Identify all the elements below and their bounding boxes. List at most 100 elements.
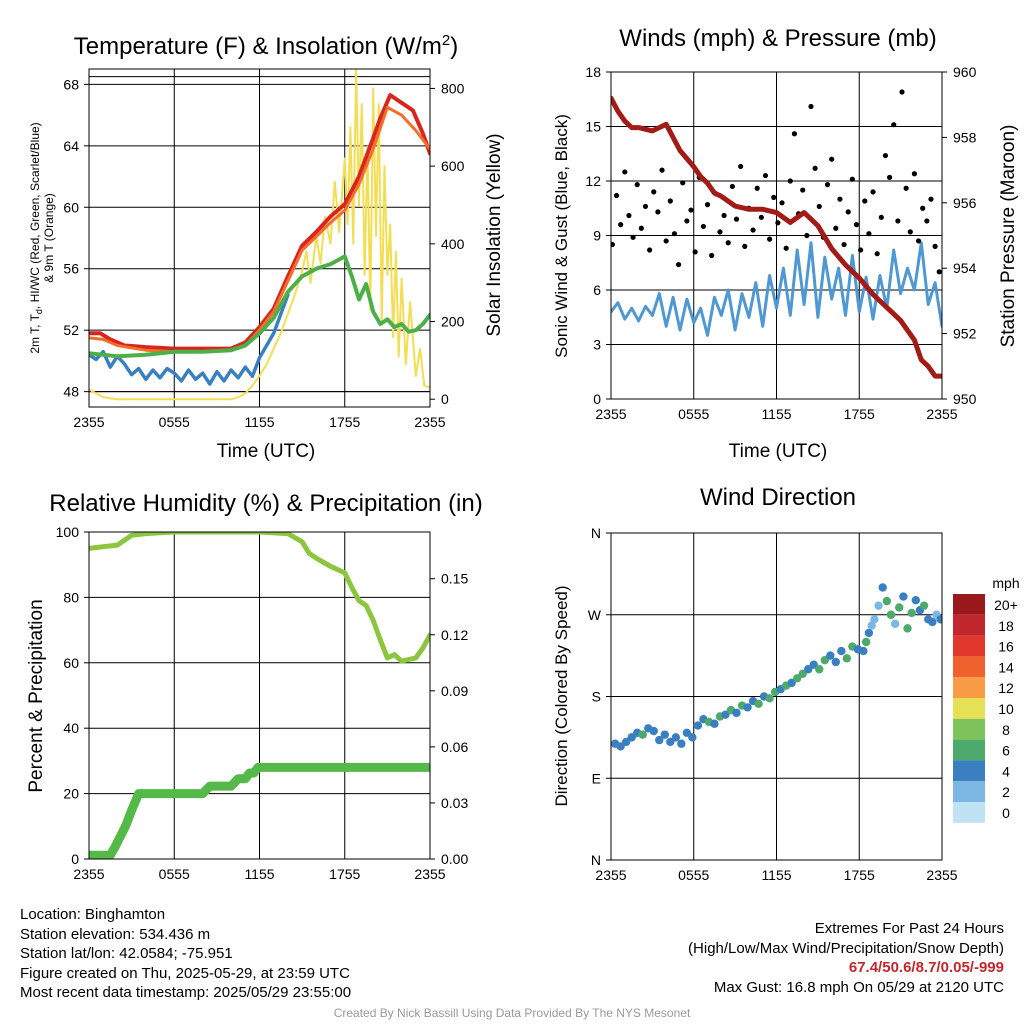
extremes-subtitle: (High/Low/Max Wind/Precipitation/Snow De… [688, 939, 1004, 957]
gust-point [717, 229, 723, 235]
gust-point [862, 198, 868, 204]
wind-direction-title: Wind Direction [700, 484, 856, 511]
humidity-series [89, 532, 430, 859]
rh-y-ticks: 0 20 40 60 80 100 [56, 524, 89, 867]
gust-point [829, 156, 835, 162]
gust-point [647, 247, 653, 253]
y-tick-label: 64 [63, 138, 79, 154]
gust-point [936, 269, 942, 275]
gust-point [671, 231, 678, 237]
direction-x-ticks: 2355 0555 1155 1755 2355 [595, 867, 957, 883]
temperature-y-ticks: 48 52 56 60 64 68 [63, 76, 89, 400]
legend-swatch [953, 760, 985, 782]
x-tick-label: 0555 [159, 414, 190, 430]
gust-point [729, 183, 735, 190]
gust-point [758, 214, 764, 220]
direction-point [864, 628, 874, 638]
direction-point [859, 646, 868, 656]
humidity-panel: Relative Humidity (%) & Precipitation (i… [26, 490, 483, 882]
speed-color-legend: mph 20+ 18 16 14 12 10 8 6 4 2 0 [953, 575, 1020, 823]
direction-point [842, 654, 852, 663]
direction-point [815, 665, 824, 674]
legend-label: 4 [1002, 763, 1010, 779]
gust-point [907, 229, 913, 235]
gust-point [684, 218, 690, 224]
y-tick-label: 80 [63, 589, 79, 605]
temperature-x-axis-label: Time (UTC) [217, 441, 316, 462]
pressure-y-ticks: 950 952 954 956 958 960 [942, 64, 977, 407]
legend-swatch [953, 781, 985, 802]
legend-label: 14 [998, 659, 1014, 675]
gust-point [725, 240, 731, 246]
9m-t-series [89, 105, 430, 354]
gust-point [680, 180, 686, 186]
gust-point [675, 261, 682, 268]
direction-point [867, 621, 876, 630]
direction-point [886, 610, 896, 619]
x-tick-label: 2355 [73, 866, 104, 882]
gust-point [886, 174, 893, 180]
station-pressure-series [611, 95, 942, 379]
gust-point [771, 194, 777, 200]
gust-point [928, 196, 934, 202]
station-elevation: Station elevation: 534.436 m [20, 925, 211, 943]
y-tick-label: 56 [63, 261, 79, 277]
y-tick-label: W [588, 607, 602, 623]
gust-point [882, 152, 889, 159]
legend-label: 16 [998, 639, 1014, 655]
x-tick-label: 2355 [595, 406, 626, 422]
legend-label: 6 [1002, 743, 1010, 759]
y-tick-label: 6 [593, 282, 601, 298]
direction-point [878, 583, 887, 592]
gust-point [833, 225, 839, 231]
x-tick-label: 1755 [844, 867, 875, 883]
legend-title: mph [992, 575, 1019, 591]
max-gust: Max Gust: 16.8 mph On 05/29 at 2120 UTC [713, 978, 1004, 996]
gust-point [733, 216, 740, 222]
x-tick-label: 1755 [329, 866, 360, 882]
direction-point [907, 608, 916, 618]
y2-tick-label: 0.12 [441, 627, 468, 643]
station-latlon: Station lat/lon: 42.0584; -75.951 [20, 945, 233, 962]
gust-point [845, 209, 851, 215]
x-tick-label: 0555 [678, 406, 709, 422]
insolation-y-axis-label: Solar Insolation (Yellow) [484, 133, 505, 336]
x-tick-label: 1155 [761, 406, 791, 422]
y-tick-label: 20 [63, 786, 79, 802]
gust-point [891, 122, 897, 128]
gust-point [791, 131, 798, 137]
gust-point [775, 220, 781, 226]
legend-label: 20+ [994, 597, 1018, 613]
humidity-grid [89, 532, 430, 859]
gust-point [704, 202, 711, 208]
y-tick-label: 0 [593, 391, 601, 407]
gust-point [849, 176, 855, 182]
gust-point [895, 218, 901, 224]
gust-point [903, 185, 909, 191]
legend-swatch [953, 614, 985, 636]
legend-label: 18 [998, 618, 1014, 634]
gust-point [874, 251, 880, 257]
legend-swatch [953, 656, 985, 678]
y-tick-label: S [592, 689, 601, 705]
gust-point [709, 252, 715, 259]
gust-point [622, 169, 628, 175]
gust-point [638, 225, 644, 231]
winds-panel: Winds (mph) & Pressure (mb) 0 3 6 9 12 15 18 9… [552, 25, 1019, 462]
gust-point [911, 171, 918, 177]
x-tick-label: 0555 [678, 867, 709, 883]
gust-point [663, 238, 669, 244]
temperature-plot-frame [88, 68, 431, 408]
gust-point [738, 163, 744, 170]
direction-point [743, 703, 752, 712]
x-tick-label: 1755 [329, 414, 360, 430]
direction-point [911, 596, 920, 605]
gust-point [812, 165, 818, 171]
wind-y-axis-label: Sonic Wind & Gust (Blue, Black) [552, 114, 571, 358]
gust-point [688, 207, 694, 213]
gust-point [899, 89, 905, 95]
gust-point [700, 223, 707, 230]
direction-point [671, 733, 681, 742]
legend-swatch [953, 594, 985, 615]
humidity-y-axis-label: Percent & Precipitation [26, 599, 47, 792]
